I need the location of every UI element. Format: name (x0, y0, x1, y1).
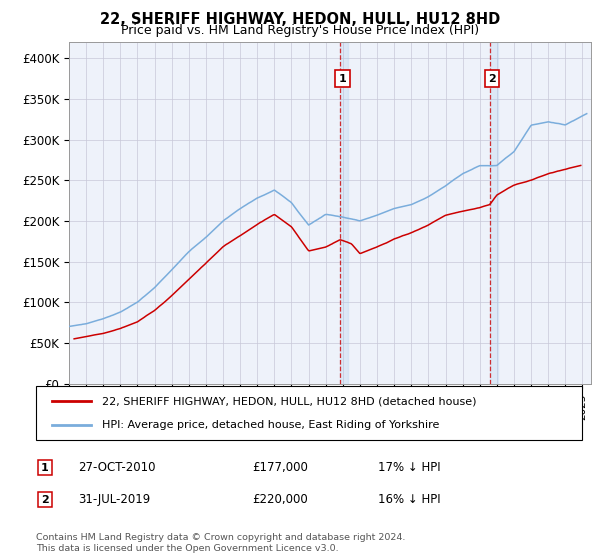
Text: £177,000: £177,000 (252, 461, 308, 474)
FancyBboxPatch shape (36, 386, 582, 440)
Text: 27-OCT-2010: 27-OCT-2010 (78, 461, 155, 474)
Text: 16% ↓ HPI: 16% ↓ HPI (378, 493, 440, 506)
Text: 22, SHERIFF HIGHWAY, HEDON, HULL, HU12 8HD: 22, SHERIFF HIGHWAY, HEDON, HULL, HU12 8… (100, 12, 500, 27)
Text: 2: 2 (488, 73, 496, 83)
Text: 31-JUL-2019: 31-JUL-2019 (78, 493, 150, 506)
Bar (340, 42, 349, 384)
Text: £220,000: £220,000 (252, 493, 308, 506)
Bar (490, 42, 498, 384)
Text: 17% ↓ HPI: 17% ↓ HPI (378, 461, 440, 474)
Text: Contains HM Land Registry data © Crown copyright and database right 2024.
This d: Contains HM Land Registry data © Crown c… (36, 533, 406, 553)
Text: HPI: Average price, detached house, East Riding of Yorkshire: HPI: Average price, detached house, East… (101, 419, 439, 430)
Text: 1: 1 (338, 73, 346, 83)
Text: 2: 2 (41, 494, 49, 505)
Text: 1: 1 (41, 463, 49, 473)
Text: Price paid vs. HM Land Registry's House Price Index (HPI): Price paid vs. HM Land Registry's House … (121, 24, 479, 37)
Text: 22, SHERIFF HIGHWAY, HEDON, HULL, HU12 8HD (detached house): 22, SHERIFF HIGHWAY, HEDON, HULL, HU12 8… (101, 396, 476, 407)
